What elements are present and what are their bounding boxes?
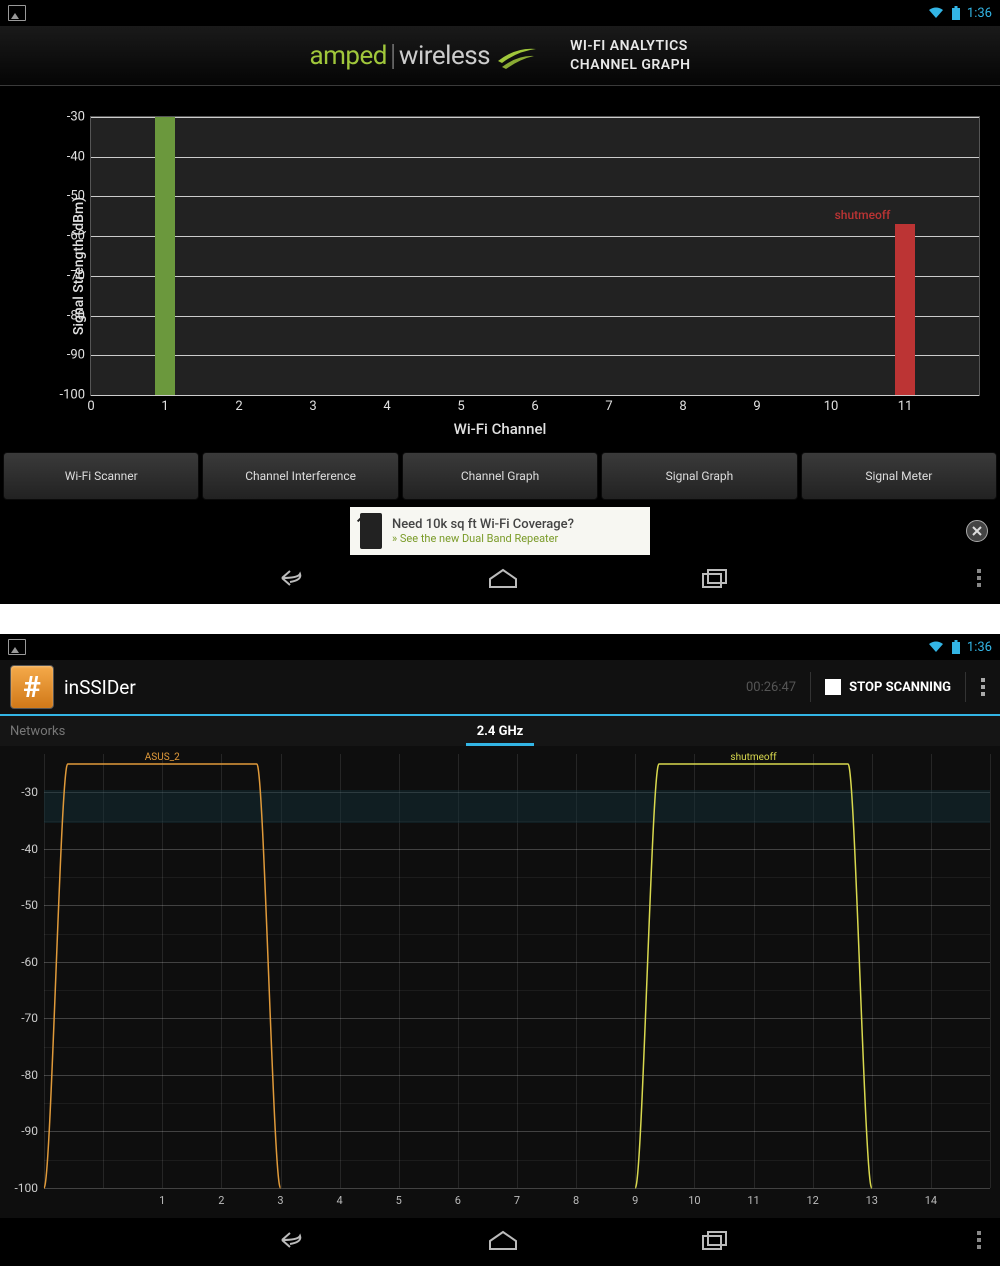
y-tick: -50 [67,189,85,204]
y-tick: -70 [21,1011,38,1025]
y-tick: -50 [21,898,38,912]
status-bar: 1:36 [0,634,1000,660]
picture-indicator-icon [8,5,26,21]
y-tick: -100 [14,1181,38,1195]
home-button[interactable] [486,1229,520,1255]
channel-chart: Signal Strength (dBm) Wi-Fi Channel -30-… [0,86,1000,446]
y-tick: -30 [67,110,85,125]
swoosh-icon [496,41,540,71]
y-tick: -80 [67,308,85,323]
tab-channel-interference[interactable]: Channel Interference [202,452,398,500]
tab-signal-meter[interactable]: Signal Meter [801,452,997,500]
y-tick: -30 [21,785,38,799]
bottom-tabs: Wi-Fi Scanner Channel Interference Chann… [0,446,1000,506]
ad-subtext: See the new Dual Band Repeater [392,532,574,545]
y-tick: -40 [21,842,38,856]
x-tick: 4 [383,399,390,414]
tab-networks[interactable]: Networks [0,716,160,746]
y-tick: -80 [21,1068,38,1082]
y-tick: -60 [21,955,38,969]
android-nav-bar [0,556,1000,604]
recents-button[interactable] [700,567,730,593]
network-label: ASUS_2 [145,752,180,763]
tab-24ghz[interactable]: 2.4 GHz [160,716,840,746]
y-tick: -70 [67,268,85,283]
router-icon [360,513,382,549]
clock: 1:36 [967,6,992,21]
signal-bar [155,117,176,395]
x-tick: 9 [753,399,760,414]
x-tick: 12 [806,1194,818,1207]
x-tick: 8 [573,1194,579,1207]
x-tick: 6 [455,1194,461,1207]
ad-banner: Need 10k sq ft Wi-Fi Coverage? See the n… [0,506,1000,556]
menu-button[interactable] [976,1230,982,1254]
wifi-icon [927,640,945,654]
y-tick: -90 [21,1124,38,1138]
x-tick: 3 [277,1194,283,1207]
x-tick: 14 [925,1194,937,1207]
x-tick: 7 [514,1194,520,1207]
overflow-menu-button[interactable] [965,672,986,702]
network-curve [44,764,281,1188]
spectrum-chart: -30-40-50-60-70-80-90-100123456789101112… [0,746,1000,1218]
x-tick: 5 [396,1194,402,1207]
y-tick: -90 [67,348,85,363]
clock: 1:36 [967,640,992,655]
battery-icon [951,6,961,20]
tab-wifi-scanner[interactable]: Wi-Fi Scanner [3,452,199,500]
ad-close-button[interactable] [966,520,988,542]
app-subtitle: WI-FI ANALYTICS CHANNEL GRAPH [570,37,690,73]
x-tick: 1 [161,399,168,414]
ad-headline: Need 10k sq ft Wi-Fi Coverage? [392,517,574,532]
recents-button[interactable] [700,1229,730,1255]
x-tick: 4 [337,1194,343,1207]
back-button[interactable] [270,566,306,594]
back-button[interactable] [270,1228,306,1256]
tab-channel-graph[interactable]: Channel Graph [402,452,598,500]
x-tick: 7 [605,399,612,414]
network-label: shutmeoff [730,752,776,763]
app-title: inSSIDer [64,676,136,699]
x-axis-label: Wi-Fi Channel [454,420,547,438]
band-tabs: Networks 2.4 GHz [0,716,1000,746]
x-tick: 9 [632,1194,638,1207]
ad-content[interactable]: Need 10k sq ft Wi-Fi Coverage? See the n… [350,507,650,555]
signal-bar [895,224,916,395]
close-icon [971,525,983,537]
x-tick: 2 [235,399,242,414]
inssider-app-icon: # [10,665,54,709]
battery-icon [951,640,961,654]
x-tick: 5 [457,399,464,414]
x-tick: 1 [159,1194,165,1207]
inssider-header: # inSSIDer 00:26:47 STOP SCANNING [0,660,1000,716]
wifi-icon [927,6,945,20]
stop-icon [825,679,841,695]
app-header: amped | wireless WI-FI ANALYTICS CHANNEL… [0,26,1000,86]
x-tick: 6 [531,399,538,414]
y-tick: -100 [59,388,85,403]
network-label: shutmeoff [835,208,891,222]
x-tick: 10 [688,1194,700,1207]
status-bar: 1:36 [0,0,1000,26]
x-tick: 8 [679,399,686,414]
android-nav-bar [0,1218,1000,1266]
y-tick: -60 [67,229,85,244]
menu-button[interactable] [976,568,982,592]
x-tick: 0 [87,399,94,414]
x-tick: 2 [218,1194,224,1207]
x-tick: 11 [898,399,913,414]
x-tick: 11 [747,1194,759,1207]
scan-timer: 00:26:47 [746,680,796,695]
amped-logo: amped | wireless [309,38,540,73]
picture-indicator-icon [8,639,26,655]
network-curve [635,764,872,1188]
home-button[interactable] [486,567,520,593]
x-tick: 3 [309,399,316,414]
x-tick: 10 [824,399,839,414]
tab-signal-graph[interactable]: Signal Graph [601,452,797,500]
stop-scanning-button[interactable]: STOP SCANNING [810,672,951,702]
x-tick: 13 [866,1194,878,1207]
y-tick: -40 [67,149,85,164]
